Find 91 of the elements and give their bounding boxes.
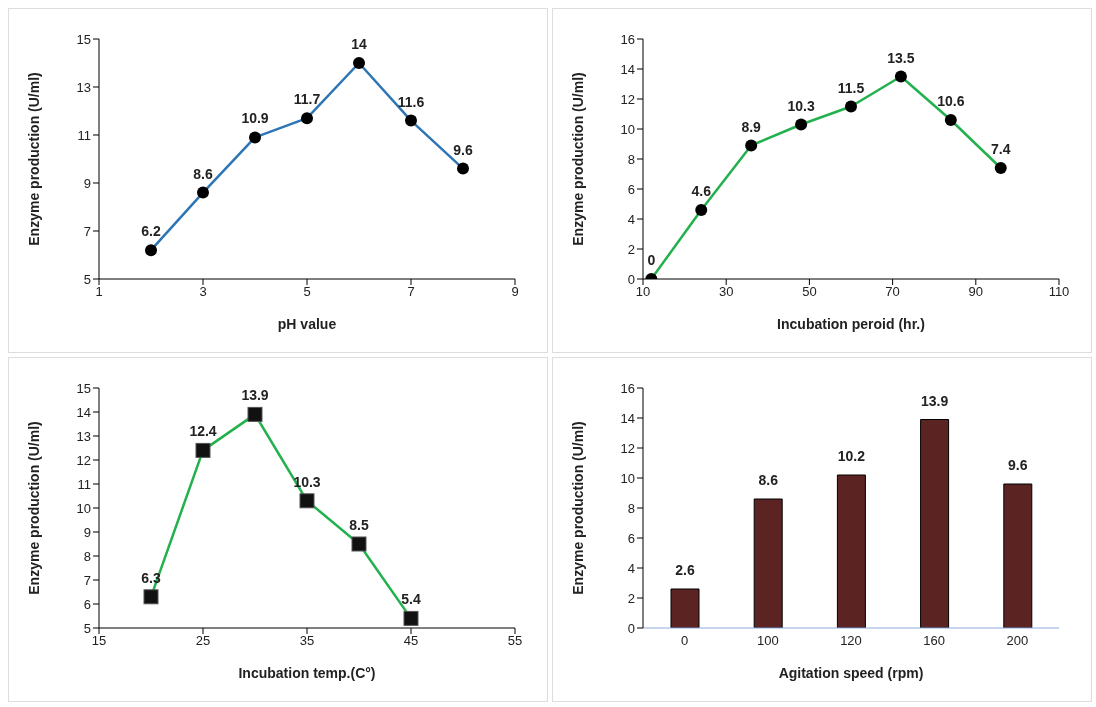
- y-axis-title: Enzyme production (U/ml): [25, 421, 42, 595]
- x-tick-label: 25: [195, 633, 211, 649]
- y-axis-title: Enzyme production (U/ml): [569, 72, 586, 246]
- data-label: 9.6: [1008, 457, 1028, 473]
- data-label: 14: [351, 36, 367, 52]
- y-tick-label: 8: [627, 500, 635, 516]
- x-axis-title: Incubation peroid (hr.): [777, 316, 925, 332]
- x-axis-title: pH value: [277, 316, 337, 332]
- x-tick-label: 120: [840, 633, 862, 649]
- data-label: 11.5: [837, 79, 865, 96]
- data-label: 0: [647, 252, 656, 268]
- x-tick-label: 70: [885, 284, 900, 300]
- y-tick-label: 12: [620, 440, 635, 456]
- y-tick-label: 7: [83, 572, 91, 588]
- x-tick-label: 160: [923, 633, 946, 649]
- data-label: 8.5: [349, 517, 369, 533]
- data-label: 6.2: [141, 223, 161, 240]
- y-tick-label: 8: [627, 151, 635, 167]
- y-tick-label: 0: [627, 271, 635, 287]
- y-tick-label: 11: [77, 476, 91, 492]
- y-tick-label: 11: [77, 127, 91, 143]
- y-tick-label: 5: [83, 620, 91, 636]
- y-tick-label: 10: [76, 500, 91, 516]
- x-tick-label: 90: [968, 284, 984, 300]
- y-tick-label: 15: [76, 31, 91, 47]
- y-tick-label: 9: [83, 524, 91, 540]
- y-tick-label: 5: [83, 271, 91, 287]
- y-tick-label: 15: [76, 380, 91, 396]
- data-label: 11.7: [293, 91, 321, 108]
- data-label: 2.6: [675, 562, 695, 578]
- data-label: 10.2: [837, 448, 866, 464]
- y-tick-label: 16: [620, 31, 635, 47]
- y-axis-title: Enzyme production (U/ml): [569, 421, 586, 595]
- y-axis-title: Enzyme production (U/ml): [25, 72, 42, 246]
- y-tick-label: 13: [76, 79, 91, 95]
- y-tick-label: 12: [76, 452, 91, 468]
- x-tick-label: 110: [1048, 284, 1070, 300]
- y-tick-label: 14: [620, 61, 635, 77]
- data-label: 9.6: [453, 141, 473, 158]
- x-tick-label: 50: [802, 284, 817, 300]
- x-tick-label: 9: [511, 284, 519, 300]
- x-axis-title: Incubation temp.(C°): [238, 665, 376, 681]
- y-tick-label: 14: [76, 404, 91, 420]
- data-label: 10.9: [241, 110, 269, 127]
- y-tick-label: 8: [83, 548, 91, 564]
- y-tick-label: 4: [627, 560, 635, 576]
- bar: [836, 474, 866, 628]
- y-tick-label: 7: [83, 223, 91, 239]
- data-label: 11.6: [397, 93, 425, 110]
- bar: [1003, 483, 1033, 628]
- y-tick-label: 9: [83, 175, 91, 191]
- data-label: 10.6: [937, 93, 965, 109]
- data-label: 13.9: [241, 387, 269, 404]
- y-tick-label: 10: [620, 470, 635, 486]
- bar: [670, 588, 700, 628]
- data-label: 7.4: [991, 141, 1011, 157]
- data-label: 10.3: [787, 97, 815, 114]
- y-tick-label: 0: [627, 620, 635, 636]
- y-tick-label: 12: [620, 91, 635, 107]
- y-tick-label: 6: [83, 596, 91, 612]
- data-label: 8.6: [758, 472, 779, 488]
- x-tick-label: 35: [299, 633, 315, 649]
- x-tick-label: 3: [199, 284, 207, 300]
- data-label: 12.4: [189, 423, 217, 440]
- y-tick-label: 14: [620, 410, 635, 426]
- y-tick-label: 4: [627, 211, 635, 227]
- y-tick-label: 6: [627, 530, 635, 546]
- x-tick-label: 1: [95, 284, 103, 300]
- x-tick-label: 45: [403, 633, 419, 649]
- data-label: 5.4: [401, 591, 421, 608]
- data-label: 13.9: [920, 392, 949, 409]
- bar: [753, 498, 783, 628]
- y-tick-label: 10: [620, 121, 635, 137]
- data-label: 13.5: [887, 49, 915, 66]
- x-axis-title: Agitation speed (rpm): [778, 665, 924, 681]
- x-tick-label: 0: [680, 633, 689, 649]
- y-tick-label: 2: [627, 590, 635, 606]
- y-tick-label: 13: [76, 428, 91, 444]
- x-tick-label: 7: [407, 284, 415, 300]
- x-tick-label: 30: [718, 284, 734, 300]
- x-tick-label: 200: [1006, 633, 1029, 649]
- data-label: 8.9: [741, 118, 762, 135]
- y-tick-label: 16: [620, 380, 635, 396]
- data-label: 8.6: [193, 165, 213, 182]
- x-tick-label: 55: [507, 633, 523, 649]
- x-tick-label: 100: [756, 633, 779, 649]
- x-tick-label: 5: [303, 284, 311, 300]
- y-tick-label: 6: [627, 181, 635, 197]
- bar: [920, 419, 950, 628]
- y-tick-label: 2: [627, 241, 635, 257]
- data-label: 4.6: [691, 183, 712, 199]
